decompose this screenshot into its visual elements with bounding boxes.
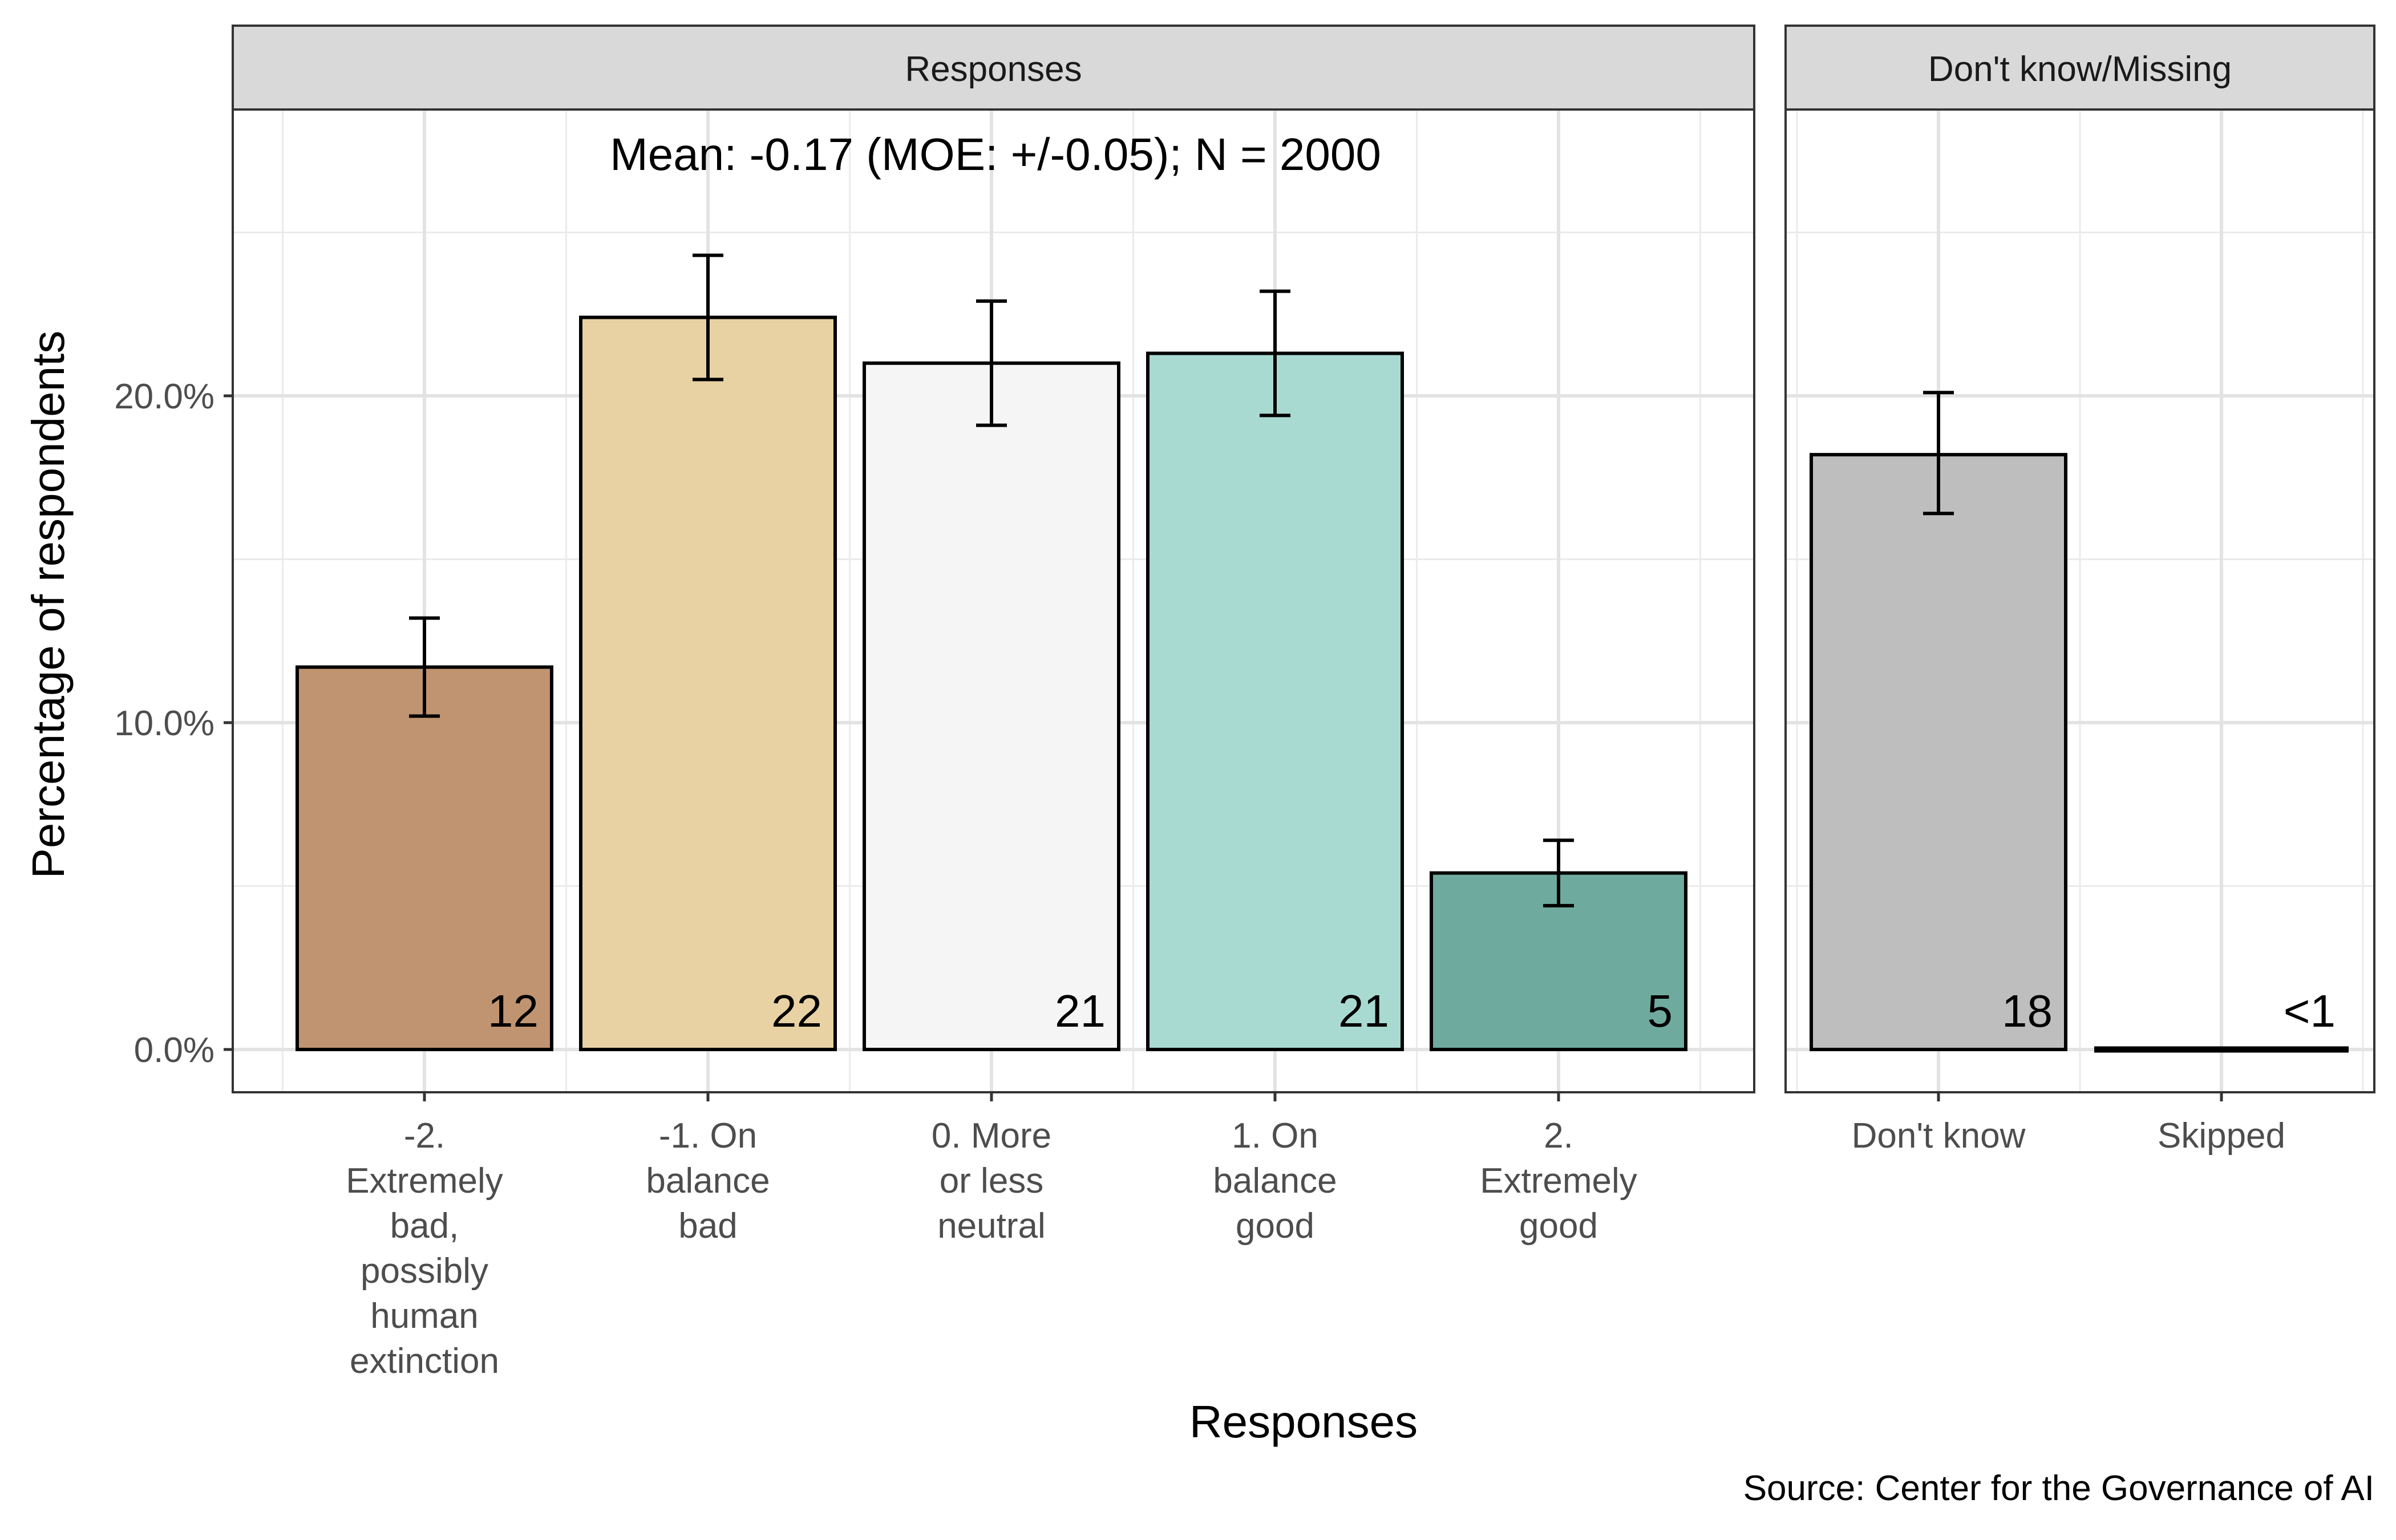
error-bar [409, 616, 440, 718]
y-tick-label: 20.0% [114, 377, 214, 416]
x-tick-label-line: human [370, 1296, 479, 1336]
y-tick-label: 0.0% [134, 1031, 214, 1070]
x-tick-label-line: 1. On [1232, 1116, 1318, 1156]
x-tick-label: -1. On balance bad [646, 1116, 770, 1246]
x-tick-label-line: balance [646, 1161, 770, 1201]
error-bar [1543, 838, 1574, 907]
x-tick-label-line: bad, [390, 1206, 459, 1246]
facet-strip [1784, 25, 2375, 111]
x-tick-label-line: or less [940, 1161, 1044, 1201]
bar [1810, 453, 2067, 1051]
x-tick-label: Don't know [1852, 1116, 2026, 1156]
bar [863, 361, 1120, 1052]
bar-value-label: 18 [2002, 986, 2053, 1036]
x-tick-label-line: bad [678, 1206, 737, 1246]
x-tick-label: -2. Extremely bad, possibly human extinction [346, 1116, 503, 1381]
x-tick-label: 0. More or less neutral [932, 1116, 1051, 1246]
x-tick-label-line: neutral [937, 1206, 1046, 1246]
x-tick-label-line: 0. More [932, 1116, 1051, 1156]
panels-layer: 12 -2. Extremely bad, possibly human extinctio… [114, 25, 2375, 1381]
x-tick-label-line: Extremely [1480, 1161, 1637, 1201]
x-tick-label-line: good [1236, 1206, 1314, 1246]
y-tick-label: 10.0% [114, 704, 214, 743]
x-tick-label-line: extinction [350, 1342, 499, 1381]
error-bar [693, 253, 723, 382]
x-axis-title: Responses [1189, 1396, 1418, 1447]
x-tick-label: 2. Extremely good [1480, 1116, 1637, 1246]
source-caption: Source: Center for the Governance of AI [1743, 1469, 2374, 1508]
x-tick-label-line: -2. [404, 1116, 445, 1156]
bar-value-label: <1 [2284, 986, 2336, 1036]
x-tick-label-line: 2. [1544, 1116, 1573, 1156]
panel-2: 18 Don't know <1 Skipped Don't know/Missing [1784, 25, 2375, 1156]
bar-value-label: 12 [488, 986, 539, 1036]
bar [296, 665, 553, 1051]
facet-strip-label: Responses [905, 50, 1082, 89]
bar [579, 315, 837, 1051]
error-bar [1923, 391, 1954, 516]
bar-value-label: 21 [1055, 986, 1106, 1036]
bar [1146, 351, 1404, 1051]
x-tick-label-line: balance [1213, 1161, 1337, 1201]
error-bar [976, 299, 1007, 427]
x-tick-label-line: Skipped [2158, 1116, 2285, 1156]
x-tick-label-line: Don't know [1852, 1116, 2026, 1156]
x-tick-label-line: -1. On [659, 1116, 757, 1156]
bar-value-label: 5 [1648, 986, 1673, 1036]
facet-strip-label: Don't know/Missing [1928, 50, 2232, 89]
x-tick-label: Skipped [2158, 1116, 2285, 1156]
x-tick-label-line: Extremely [346, 1161, 503, 1201]
x-tick-label: 1. On balance good [1213, 1116, 1337, 1246]
bar-value-label: 21 [1338, 986, 1389, 1036]
error-bar [1260, 289, 1290, 418]
x-tick-label-line: possibly [361, 1251, 488, 1291]
bar-value-label: 22 [771, 986, 822, 1036]
mean-annotation: Mean: -0.17 (MOE: +/-0.05); N = 2000 [610, 129, 1381, 180]
y-axis-title: Percentage of respondents [23, 331, 74, 879]
panel-1: 12 -2. Extremely bad, possibly human extinctio… [114, 25, 1755, 1381]
facet-strip [232, 25, 1755, 111]
x-tick-label-line: good [1519, 1206, 1598, 1246]
